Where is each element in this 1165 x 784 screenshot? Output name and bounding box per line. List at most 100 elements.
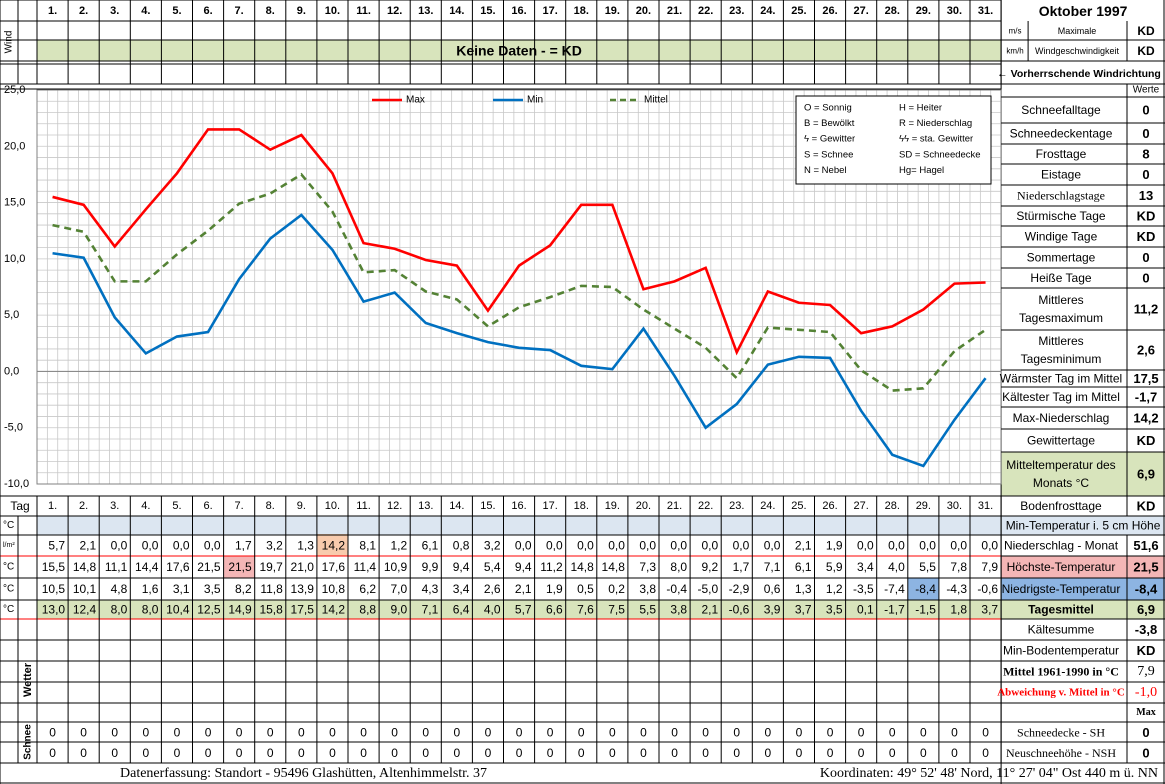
table-cell: -1,5 xyxy=(915,603,936,617)
day-header-bottom: 16. xyxy=(511,500,526,512)
day-header-bottom: 19. xyxy=(605,500,620,512)
table-cell: 10,4 xyxy=(166,603,190,617)
table-cell: 11,1 xyxy=(105,560,128,574)
snow-cell: 0 xyxy=(889,725,896,739)
snow-cell: 0 xyxy=(80,725,87,739)
table-cell: 8,8 xyxy=(359,603,376,617)
day-header-bottom: 29. xyxy=(916,500,931,512)
table-cell: 0,0 xyxy=(173,539,190,553)
snow-total: 0 xyxy=(1142,725,1149,740)
table-cell: 5,7 xyxy=(515,603,532,617)
table-cell: 0,2 xyxy=(608,582,625,596)
stat-label: Frosttage xyxy=(1036,147,1087,161)
legend-code: R = Niederschlag xyxy=(899,118,972,129)
day-header-bottom: 14. xyxy=(449,500,464,512)
table-cell: 13,0 xyxy=(42,603,66,617)
table-cell: 1,7 xyxy=(235,539,252,553)
table-cell: 10,9 xyxy=(384,560,408,574)
stat-value: 13 xyxy=(1139,188,1153,203)
wind-label: Wind xyxy=(4,31,15,54)
stat-label: Wärmster Tag im Mittel xyxy=(1000,372,1122,386)
day-header-bottom: 31. xyxy=(978,500,993,512)
snow-cell: 0 xyxy=(329,746,336,760)
table-cell: 0,0 xyxy=(204,539,221,553)
snow-cell: 0 xyxy=(547,746,554,760)
table-cell: 0,0 xyxy=(733,539,750,553)
table-cell: 1,9 xyxy=(826,539,843,553)
legend-label-min: Min xyxy=(527,95,543,106)
table-cell: 21,5 xyxy=(228,560,252,574)
max-total-bg xyxy=(1001,556,1165,578)
table-cell: -8,4 xyxy=(915,582,936,596)
table-cell: 3,4 xyxy=(453,582,470,596)
row-total: 21,5 xyxy=(1133,560,1158,575)
snow-cell: 0 xyxy=(454,725,461,739)
table-cell: 10,1 xyxy=(73,582,97,596)
day-header: 25. xyxy=(791,5,806,17)
stat-label: Monats °C xyxy=(1033,476,1089,490)
table-cell: 6,1 xyxy=(795,560,812,574)
day-header-bottom: 3. xyxy=(110,500,119,512)
day-header-bottom: 18. xyxy=(574,500,589,512)
stat-value: KD xyxy=(1137,433,1156,448)
snow-cell: 0 xyxy=(702,746,709,760)
stat-value: 14,2 xyxy=(1133,411,1158,426)
stat-value: 0 xyxy=(1142,126,1149,141)
table-cell: 11,8 xyxy=(260,582,283,596)
table-cell: 0,0 xyxy=(608,539,625,553)
table-cell: 0,0 xyxy=(764,539,781,553)
table-cell: 3,5 xyxy=(826,603,843,617)
mean-total-bg xyxy=(1001,600,1165,619)
table-cell: 0,0 xyxy=(142,539,159,553)
day-header: 15. xyxy=(480,5,495,17)
table-cell: 21,0 xyxy=(291,560,315,574)
stat-label: Max-Niederschlag xyxy=(1013,411,1110,425)
table-cell: 0,0 xyxy=(577,539,594,553)
day-header-bottom: 1. xyxy=(48,500,57,512)
unit-kmh: km/h xyxy=(1006,47,1023,56)
stat-value: 2,6 xyxy=(1137,343,1155,358)
stat-label: Tagesminimum xyxy=(1021,352,1102,366)
table-cell: 15,8 xyxy=(259,603,283,617)
day-header: 30. xyxy=(947,5,962,17)
table-cell: 14,8 xyxy=(570,560,594,574)
table-cell: 1,3 xyxy=(795,582,812,596)
day-header: 16. xyxy=(511,5,526,17)
day-header-bottom: 13. xyxy=(418,500,433,512)
stat-value: 0 xyxy=(1142,271,1149,286)
day-header-bottom: 5. xyxy=(172,500,181,512)
table-cell: -0,6 xyxy=(729,603,750,617)
stat-label: Eistage xyxy=(1041,168,1081,182)
snow-cell: 0 xyxy=(391,725,398,739)
day-header-bottom: 25. xyxy=(791,500,806,512)
table-cell: 5,7 xyxy=(48,539,65,553)
series-line-min xyxy=(52,213,987,468)
table-cell: 6,2 xyxy=(359,582,376,596)
day-header: 18. xyxy=(574,5,589,17)
table-cell: 3,1 xyxy=(173,582,190,596)
stat-value: KD xyxy=(1137,229,1156,244)
day-header: 20. xyxy=(636,5,651,17)
table-cell: 0,8 xyxy=(453,539,470,553)
table-cell: 5,4 xyxy=(484,560,501,574)
stat-value: 11,2 xyxy=(1134,302,1159,317)
legend-code: ϟϟ = sta. Gewitter xyxy=(899,134,973,145)
snow-cell: 0 xyxy=(236,746,243,760)
lower-label: Mittel 1961-1990 in °C xyxy=(1003,665,1119,679)
row-total: 6,9 xyxy=(1137,602,1155,617)
table-cell: 7,5 xyxy=(608,603,625,617)
lower-value: -1,0 xyxy=(1135,685,1157,700)
stat-value: 0 xyxy=(1142,167,1149,182)
table-cell: 3,8 xyxy=(639,582,656,596)
table-cell: 11,2 xyxy=(540,560,563,574)
unit-label: °C xyxy=(3,584,14,595)
max-wind-ms: KD xyxy=(1137,24,1155,38)
snow-cell: 0 xyxy=(858,746,865,760)
table-cell: 1,7 xyxy=(733,560,750,574)
stat-label: Niederschlagstage xyxy=(1017,189,1105,203)
day-header: 3. xyxy=(110,5,119,17)
table-cell: 0,6 xyxy=(764,582,781,596)
snow-label: Neuschneehöhe - NSH xyxy=(1006,746,1116,760)
legend-code: S = Schnee xyxy=(804,149,853,160)
